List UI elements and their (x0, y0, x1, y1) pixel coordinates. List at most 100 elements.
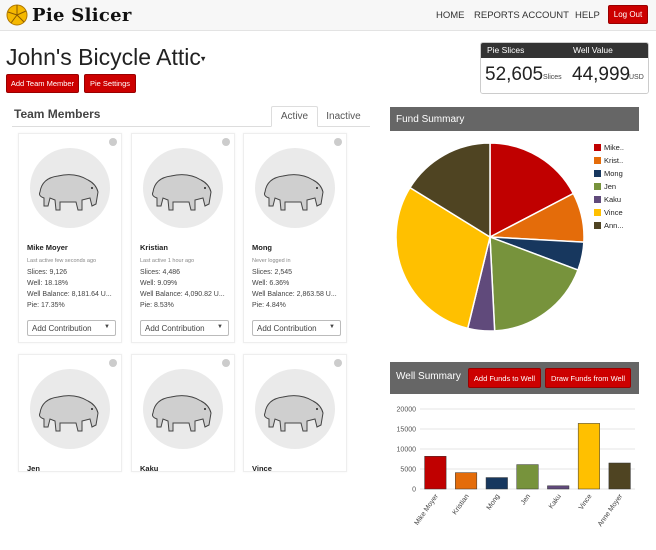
add-contribution-select[interactable]: Add Contribution ▼ (140, 320, 229, 336)
y-tick-label: 0 (412, 487, 416, 494)
x-tick-label: Kristian (452, 493, 471, 516)
legend-label: Ann... (604, 221, 624, 230)
legend-swatch (594, 209, 601, 216)
legend-swatch (594, 222, 601, 229)
stats-box: Pie Slices Well Value 52,605 Slices 44,9… (480, 42, 649, 94)
legend-label: Jen (604, 182, 617, 191)
well-summary-header: Well Summary Add Funds to Well Draw Fund… (390, 362, 639, 394)
legend-swatch (594, 170, 601, 177)
member-last-active: Last active few seconds ago (27, 258, 97, 264)
member-card[interactable]: Mong Never logged in Slices: 2,545 Well: 6.… (243, 133, 347, 343)
member-pie: Pie: 17.35% (27, 302, 65, 309)
close-icon[interactable] (109, 138, 117, 146)
well-value-value: 44,999 (572, 64, 631, 85)
pie-slice-6[interactable] (408, 142, 491, 239)
avatar (143, 148, 223, 228)
nav-account[interactable]: ACCOUNT (522, 10, 569, 21)
legend-item: Mike.. (594, 141, 624, 154)
add-funds-button[interactable]: Add Funds to Well (468, 368, 541, 388)
close-icon[interactable] (334, 359, 342, 367)
bar-4[interactable] (547, 485, 570, 490)
avatar (255, 369, 335, 449)
page-title[interactable]: John's Bicycle Attic▾ (6, 44, 205, 71)
well-value-label: Well Value (573, 45, 613, 55)
member-well-balance: Well Balance: 4,090.82 U... (140, 291, 225, 298)
y-tick-label: 15000 (397, 427, 417, 434)
tab-inactive[interactable]: Inactive (326, 111, 361, 122)
nav-reports[interactable]: REPORTS (474, 10, 520, 21)
member-card[interactable]: Mike Moyer Last active few seconds ago Sli… (18, 133, 122, 343)
member-slices: Slices: 4,486 (140, 269, 181, 276)
bar-2[interactable] (485, 477, 508, 490)
member-name: Jen (27, 464, 40, 473)
member-last-active: Last active 1 hour ago (140, 258, 195, 264)
legend-item: Vince (594, 206, 624, 219)
member-well: Well: 9.09% (140, 280, 178, 287)
member-slices: Slices: 2,545 (252, 269, 293, 276)
app-logo[interactable]: Pie Slicer (6, 4, 132, 26)
pie-settings-button[interactable]: Pie Settings (84, 74, 136, 93)
add-contribution-label: Add Contribution (32, 323, 92, 333)
y-tick-label: 5000 (400, 467, 416, 474)
pie-slices-value: 52,605 (485, 64, 544, 85)
close-icon[interactable] (109, 359, 117, 367)
member-pie: Pie: 8.53% (140, 302, 174, 309)
add-team-member-button[interactable]: Add Team Member (6, 74, 79, 93)
avatar (30, 369, 110, 449)
legend-item: Krist.. (594, 154, 624, 167)
close-icon[interactable] (222, 359, 230, 367)
legend-label: Mong (604, 169, 623, 178)
member-pie: Pie: 4.84% (252, 302, 286, 309)
bar-5[interactable] (577, 423, 600, 490)
bar-0[interactable] (424, 456, 447, 490)
tab-active[interactable]: Active (271, 106, 318, 127)
chevron-down-icon: ▼ (329, 324, 335, 330)
add-contribution-select[interactable]: Add Contribution ▼ (252, 320, 341, 336)
member-card[interactable]: Kaku (131, 354, 235, 473)
nav-help[interactable]: HELP (575, 10, 600, 21)
x-tick-label: Anne Moyer (597, 493, 625, 528)
legend-label: Vince (604, 208, 623, 217)
close-icon[interactable] (222, 138, 230, 146)
legend-item: Mong (594, 167, 624, 180)
legend-swatch (594, 196, 601, 203)
legend-swatch (594, 144, 601, 151)
bar-1[interactable] (455, 472, 478, 490)
add-contribution-select[interactable]: Add Contribution ▼ (27, 320, 116, 336)
member-name: Vince (252, 464, 272, 473)
member-card[interactable]: Kristian Last active 1 hour ago Slices: 4,… (131, 133, 235, 343)
chevron-down-icon: ▾ (200, 53, 206, 64)
pie-slices-label: Pie Slices (487, 45, 525, 55)
x-tick-label: Mike Moyer (414, 493, 441, 527)
bar-3[interactable] (516, 464, 539, 490)
legend-item: Jen (594, 180, 624, 193)
draw-funds-button[interactable]: Draw Funds from Well (545, 368, 631, 388)
pie-logo-icon (6, 4, 28, 26)
member-well-balance: Well Balance: 8,181.64 U... (27, 291, 112, 298)
member-name: Kaku (140, 464, 159, 473)
well-value-unit: USD (629, 74, 644, 81)
bar-6[interactable] (608, 462, 631, 490)
pie-slices-unit: Slices (543, 74, 562, 81)
member-slices: Slices: 9,126 (27, 269, 68, 276)
fund-summary-header: Fund Summary (390, 107, 639, 131)
logout-button[interactable]: Log Out (608, 5, 648, 24)
legend-item: Ann... (594, 219, 624, 232)
team-members-title: Team Members (14, 107, 101, 121)
top-navbar: Pie Slicer HOME REPORTS ACCOUNT HELP Log… (0, 0, 656, 31)
page-title-text: John's Bicycle Attic (6, 44, 201, 70)
team-divider (12, 126, 370, 127)
pie-slice-3[interactable] (489, 235, 579, 332)
pie-slice-0[interactable] (489, 142, 575, 239)
well-summary-title: Well Summary (396, 371, 461, 382)
fund-summary-title: Fund Summary (396, 114, 465, 125)
close-icon[interactable] (334, 138, 342, 146)
member-card[interactable]: Jen (18, 354, 122, 473)
member-card[interactable]: Vince (243, 354, 347, 473)
member-well: Well: 18.18% (27, 280, 69, 287)
stats-values: 52,605 Slices 44,999 USD (481, 58, 648, 93)
stats-header: Pie Slices Well Value (481, 43, 648, 58)
add-contribution-label: Add Contribution (257, 323, 317, 333)
legend-item: Kaku (594, 193, 624, 206)
nav-home[interactable]: HOME (436, 10, 465, 21)
